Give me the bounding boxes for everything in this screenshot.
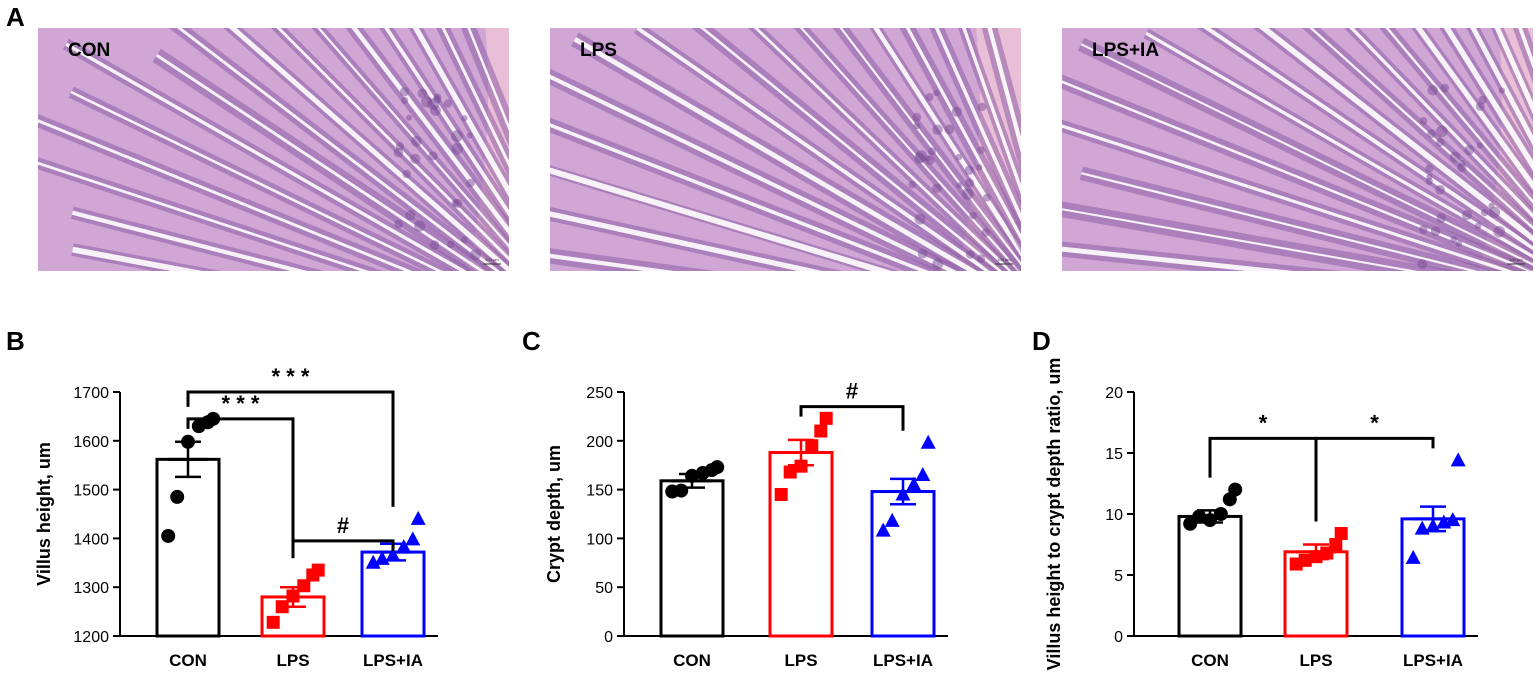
- scale-bar-label: 100 µm: [485, 257, 499, 262]
- bar: [1177, 514, 1243, 638]
- panel-letter-d: D: [1032, 326, 1051, 356]
- data-point: [805, 439, 819, 453]
- x-tick-label: LPS: [276, 651, 309, 670]
- x-tick-label: LPS+IA: [873, 651, 933, 670]
- data-point: [710, 460, 725, 475]
- micrograph-label: LPS: [580, 40, 617, 61]
- significance-label: * * *: [222, 391, 260, 416]
- data-point: [1334, 527, 1348, 541]
- significance-label: *: [1370, 410, 1379, 435]
- x-tick-label: LPS: [784, 651, 817, 670]
- significance-bracket: [799, 405, 905, 431]
- micrograph-lps: 100 µm LPS: [550, 28, 1021, 271]
- x-tick-label: LPS+IA: [363, 651, 423, 670]
- scale-bar-label: 100 µm: [1509, 257, 1523, 262]
- chart-ratio: 0 5 10 15 20 Villus height to crypt depth rat…: [1044, 358, 1478, 671]
- data-point: [915, 466, 931, 481]
- data-point: [161, 528, 176, 543]
- tissue-image: 100 µm: [38, 28, 509, 271]
- panel-letter-a: A: [6, 2, 25, 32]
- micrograph-lps-ia: 100 µm LPS+IA: [1062, 28, 1533, 271]
- data-point: [1329, 538, 1343, 551]
- significance-label: *: [1259, 410, 1268, 435]
- tissue-image: 100 µm: [1062, 28, 1533, 271]
- micrograph-label: CON: [68, 40, 111, 61]
- data-point: [396, 539, 412, 554]
- data-point: [405, 531, 421, 546]
- y-tick-label: 100: [586, 531, 613, 548]
- y-tick-label: 1200: [73, 629, 109, 646]
- significance-label: #: [337, 513, 349, 538]
- y-tick-label: 10: [1105, 507, 1123, 524]
- chart-crypt-depth: 0 50 100 150 200 250 Crypt depth, um CON LPS LPS+…: [544, 379, 948, 670]
- significance-bracket: [1208, 436, 1318, 522]
- bar: [155, 457, 221, 638]
- y-tick-label: 150: [586, 483, 613, 500]
- y-tick-label: 50: [595, 580, 613, 597]
- y-tick-label: 20: [1105, 385, 1123, 402]
- panel-letter-b: B: [6, 326, 25, 356]
- data-point: [674, 483, 689, 498]
- tissue-image: 100 µm: [550, 28, 1021, 271]
- x-tick-label: CON: [673, 651, 711, 670]
- y-tick-label: 5: [1114, 568, 1123, 585]
- y-tick-label: 1600: [73, 434, 109, 451]
- y-axis-label: Villus height, um: [34, 442, 54, 586]
- x-tick-label: LPS: [1299, 651, 1332, 670]
- significance-label: #: [846, 379, 858, 404]
- y-tick-label: 15: [1105, 446, 1123, 463]
- bar: [1400, 517, 1466, 638]
- bar: [768, 451, 834, 638]
- micrograph-label: LPS+IA: [1092, 40, 1160, 61]
- data-point: [410, 510, 426, 525]
- y-tick-label: 200: [586, 434, 613, 451]
- significance-bracket: [291, 539, 395, 559]
- data-point: [266, 615, 280, 629]
- data-point: [819, 411, 833, 425]
- x-tick-label: LPS+IA: [1403, 651, 1463, 670]
- y-tick-label: 0: [604, 629, 613, 646]
- x-tick-label: CON: [169, 651, 207, 670]
- y-tick-label: 1700: [73, 385, 109, 402]
- data-point: [783, 465, 797, 479]
- data-point: [906, 476, 922, 491]
- bar: [659, 479, 725, 638]
- data-point: [920, 434, 936, 449]
- data-point: [297, 579, 311, 593]
- micrograph-con: 100 µm CON: [38, 28, 509, 271]
- bar: [870, 490, 936, 638]
- y-tick-label: 250: [586, 385, 613, 402]
- y-tick-label: 1500: [73, 483, 109, 500]
- data-point: [875, 522, 891, 537]
- data-point: [311, 563, 325, 577]
- y-tick-label: 1300: [73, 580, 109, 597]
- significance-label: * * *: [272, 364, 310, 389]
- significance-bracket: [186, 390, 395, 507]
- y-axis-label: Villus height to crypt depth ratio, um: [1044, 358, 1064, 671]
- x-tick-label: CON: [1191, 651, 1229, 670]
- data-point: [884, 512, 900, 527]
- data-point: [170, 489, 185, 504]
- data-point: [1405, 549, 1421, 564]
- significance-bracket: [186, 417, 295, 559]
- data-point: [1450, 452, 1466, 467]
- data-point: [774, 487, 788, 501]
- chart-villus-height: 1200 1300 1400 1500 1600 1700 Villus height, u…: [34, 364, 438, 670]
- y-tick-label: 0: [1114, 629, 1123, 646]
- panel-letter-c: C: [522, 326, 541, 356]
- data-point: [1228, 482, 1243, 497]
- data-point: [1414, 520, 1430, 535]
- data-point: [365, 554, 381, 569]
- y-tick-label: 1400: [73, 531, 109, 548]
- significance-bracket: [1314, 436, 1435, 522]
- scale-bar-label: 100 µm: [997, 257, 1011, 262]
- y-axis-label: Crypt depth, um: [544, 445, 564, 583]
- data-point: [814, 424, 828, 438]
